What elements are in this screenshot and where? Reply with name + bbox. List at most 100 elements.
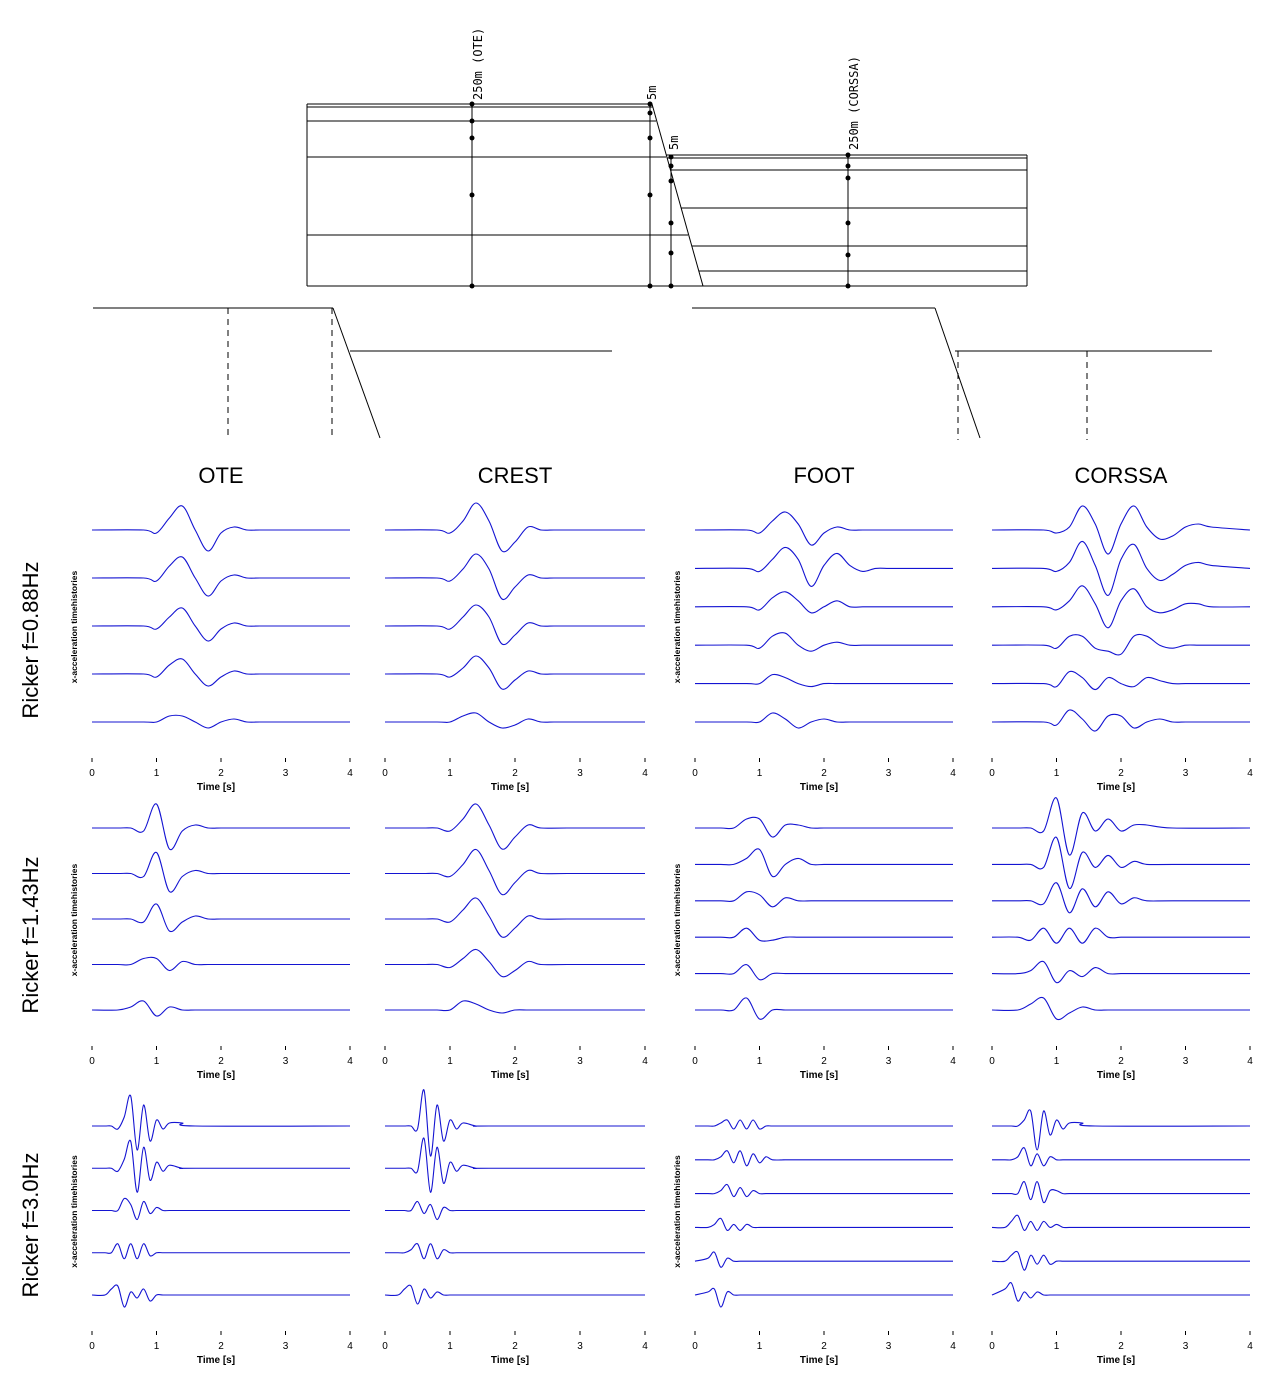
x-axis-label: Time [s]	[800, 782, 838, 793]
x-axis-label: Time [s]	[1097, 1355, 1135, 1366]
x-tick-label: 3	[283, 768, 289, 779]
trace	[384, 1089, 645, 1157]
x-tick-label: 1	[757, 1341, 763, 1352]
x-tick-label: 2	[512, 768, 518, 779]
x-tick-label: 4	[1247, 1341, 1253, 1352]
x-tick-label: 0	[989, 768, 995, 779]
column-title: CORSSA	[1075, 463, 1168, 488]
trace	[991, 1282, 1250, 1302]
trace	[694, 1119, 953, 1130]
x-tick-label: 3	[283, 1341, 289, 1352]
trace	[694, 1251, 953, 1268]
x-tick-label: 4	[642, 1341, 648, 1352]
trace	[992, 882, 1250, 914]
trace	[991, 540, 1251, 596]
trace	[695, 964, 953, 981]
x-axis-label: Time [s]	[1097, 1070, 1135, 1081]
trace	[991, 505, 1251, 555]
trace	[92, 1139, 350, 1193]
x-tick-label: 3	[886, 1056, 892, 1067]
trace	[694, 1217, 953, 1231]
column-title: OTE	[198, 463, 243, 488]
trace	[991, 927, 1250, 944]
trace	[385, 948, 645, 978]
trace	[92, 1197, 350, 1221]
x-tick-label: 3	[577, 768, 583, 779]
trace	[384, 655, 645, 690]
x-tick-label: 2	[1118, 768, 1124, 779]
trace	[991, 1214, 1250, 1231]
trace	[695, 1150, 953, 1167]
trace	[695, 927, 953, 942]
column-title: FOOT	[793, 463, 854, 488]
trace	[694, 1183, 953, 1198]
trace	[991, 633, 1250, 656]
trace	[694, 848, 953, 878]
trace	[385, 1137, 645, 1193]
x-tick-label: 3	[283, 1056, 289, 1067]
x-tick-label: 3	[886, 768, 892, 779]
x-tick-label: 2	[512, 1056, 518, 1067]
trace	[991, 797, 1251, 856]
x-axis-label: Time [s]	[197, 1070, 235, 1081]
x-tick-label: 0	[692, 1056, 698, 1067]
diagram-label: 5m	[667, 136, 681, 150]
x-tick-label: 3	[1183, 1341, 1189, 1352]
x-tick-label: 2	[821, 1341, 827, 1352]
trace	[695, 673, 953, 688]
x-axis-label: Time [s]	[800, 1070, 838, 1081]
row-label: Ricker f=0.88Hz	[18, 561, 43, 718]
trace	[991, 670, 1250, 691]
trace	[695, 712, 953, 729]
x-axis-label: Time [s]	[197, 782, 235, 793]
trace	[385, 1200, 645, 1221]
trace	[694, 591, 953, 614]
trace	[384, 897, 645, 938]
trace	[91, 803, 350, 851]
trace	[91, 1094, 351, 1151]
x-tick-label: 2	[1118, 1341, 1124, 1352]
y-axis-label: x-acceleration timehistories	[69, 571, 79, 684]
x-tick-label: 4	[950, 768, 956, 779]
x-tick-label: 4	[347, 1341, 353, 1352]
x-tick-label: 1	[757, 1056, 763, 1067]
x-tick-label: 0	[382, 1341, 388, 1352]
trace	[991, 1109, 1251, 1151]
trace	[695, 890, 953, 908]
diagram-label: 250m (CORSSA)	[847, 56, 861, 150]
trace	[384, 553, 645, 601]
x-tick-label: 4	[950, 1056, 956, 1067]
x-tick-label: 2	[512, 1341, 518, 1352]
column-title: CREST	[478, 463, 553, 488]
trace	[991, 836, 1250, 889]
trace	[694, 511, 953, 546]
x-tick-label: 0	[692, 1341, 698, 1352]
x-tick-label: 0	[989, 1056, 995, 1067]
trace	[385, 1242, 645, 1260]
x-tick-label: 1	[447, 768, 453, 779]
trace	[92, 1243, 350, 1260]
y-axis-label: x-acceleration timehistories	[672, 864, 682, 977]
trace	[385, 1000, 645, 1014]
trace	[991, 960, 1250, 984]
x-tick-label: 1	[757, 768, 763, 779]
cross-section-diagram	[93, 101, 1212, 440]
x-tick-label: 0	[382, 1056, 388, 1067]
x-axis-label: Time [s]	[491, 1070, 529, 1081]
trace	[385, 712, 645, 729]
x-tick-label: 1	[1054, 1341, 1060, 1352]
x-tick-label: 4	[642, 768, 648, 779]
x-axis-label: Time [s]	[491, 782, 529, 793]
trace	[384, 803, 645, 850]
x-tick-label: 3	[1183, 768, 1189, 779]
diagram-label: 250m (OTE)	[471, 28, 485, 100]
x-tick-label: 1	[1054, 1056, 1060, 1067]
x-tick-label: 4	[347, 768, 353, 779]
trace	[91, 658, 350, 687]
trace	[92, 956, 350, 972]
x-tick-label: 2	[218, 1341, 224, 1352]
y-axis-label: x-acceleration timehistories	[69, 864, 79, 977]
x-tick-label: 4	[347, 1056, 353, 1067]
trace	[91, 556, 350, 597]
